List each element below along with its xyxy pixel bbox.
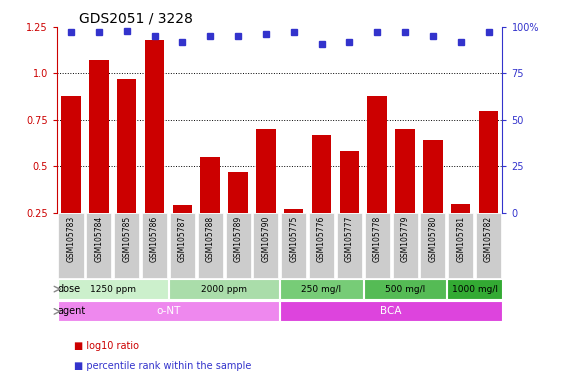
Bar <box>284 209 303 213</box>
FancyBboxPatch shape <box>58 213 83 278</box>
Text: 1250 ppm: 1250 ppm <box>90 285 136 294</box>
Text: o-NT: o-NT <box>156 306 180 316</box>
Text: 2000 ppm: 2000 ppm <box>201 285 247 294</box>
Text: GSM105778: GSM105778 <box>373 216 382 262</box>
Bar <box>451 204 471 213</box>
FancyBboxPatch shape <box>448 213 473 278</box>
Text: GSM105776: GSM105776 <box>317 216 326 263</box>
FancyBboxPatch shape <box>58 279 168 299</box>
Text: GSM105779: GSM105779 <box>400 216 409 263</box>
Text: GSM105775: GSM105775 <box>289 216 298 263</box>
FancyBboxPatch shape <box>281 213 306 278</box>
FancyBboxPatch shape <box>226 213 251 278</box>
Text: GSM105787: GSM105787 <box>178 216 187 262</box>
Bar <box>340 151 359 213</box>
Text: GSM105777: GSM105777 <box>345 216 354 263</box>
Text: dose: dose <box>57 284 81 294</box>
Text: GSM105781: GSM105781 <box>456 216 465 262</box>
FancyBboxPatch shape <box>476 213 501 278</box>
FancyBboxPatch shape <box>114 213 139 278</box>
Text: GSM105783: GSM105783 <box>66 216 75 262</box>
FancyBboxPatch shape <box>254 213 279 278</box>
FancyBboxPatch shape <box>169 279 279 299</box>
Text: GSM105790: GSM105790 <box>262 216 271 263</box>
FancyBboxPatch shape <box>58 301 279 321</box>
FancyBboxPatch shape <box>420 213 445 278</box>
FancyBboxPatch shape <box>447 279 502 299</box>
Bar <box>312 135 331 213</box>
FancyBboxPatch shape <box>280 301 502 321</box>
Bar <box>172 205 192 213</box>
Bar <box>145 40 164 213</box>
Text: 250 mg/l: 250 mg/l <box>301 285 341 294</box>
FancyBboxPatch shape <box>392 213 417 278</box>
Bar <box>395 129 415 213</box>
Bar <box>200 157 220 213</box>
Text: BCA: BCA <box>380 306 402 316</box>
Bar <box>423 140 443 213</box>
Text: ■ log10 ratio: ■ log10 ratio <box>74 341 139 351</box>
Text: ■ percentile rank within the sample: ■ percentile rank within the sample <box>74 361 252 371</box>
Text: GSM105782: GSM105782 <box>484 216 493 262</box>
Bar <box>61 96 81 213</box>
Text: 1000 mg/l: 1000 mg/l <box>452 285 498 294</box>
Text: 500 mg/l: 500 mg/l <box>385 285 425 294</box>
FancyBboxPatch shape <box>170 213 195 278</box>
Bar <box>368 96 387 213</box>
FancyBboxPatch shape <box>365 213 390 278</box>
Bar <box>256 129 276 213</box>
Text: GSM105785: GSM105785 <box>122 216 131 262</box>
FancyBboxPatch shape <box>364 279 447 299</box>
FancyBboxPatch shape <box>198 213 223 278</box>
Text: GSM105786: GSM105786 <box>150 216 159 262</box>
Text: GSM105784: GSM105784 <box>94 216 103 262</box>
Text: agent: agent <box>57 306 86 316</box>
Text: GDS2051 / 3228: GDS2051 / 3228 <box>79 12 193 26</box>
FancyBboxPatch shape <box>280 279 363 299</box>
Bar <box>89 60 108 213</box>
FancyBboxPatch shape <box>309 213 334 278</box>
Bar <box>117 79 136 213</box>
FancyBboxPatch shape <box>142 213 167 278</box>
FancyBboxPatch shape <box>337 213 362 278</box>
Text: GSM105788: GSM105788 <box>206 216 215 262</box>
FancyBboxPatch shape <box>86 213 111 278</box>
Text: GSM105780: GSM105780 <box>428 216 437 262</box>
Bar <box>479 111 498 213</box>
Text: GSM105789: GSM105789 <box>234 216 243 262</box>
Bar <box>228 172 248 213</box>
